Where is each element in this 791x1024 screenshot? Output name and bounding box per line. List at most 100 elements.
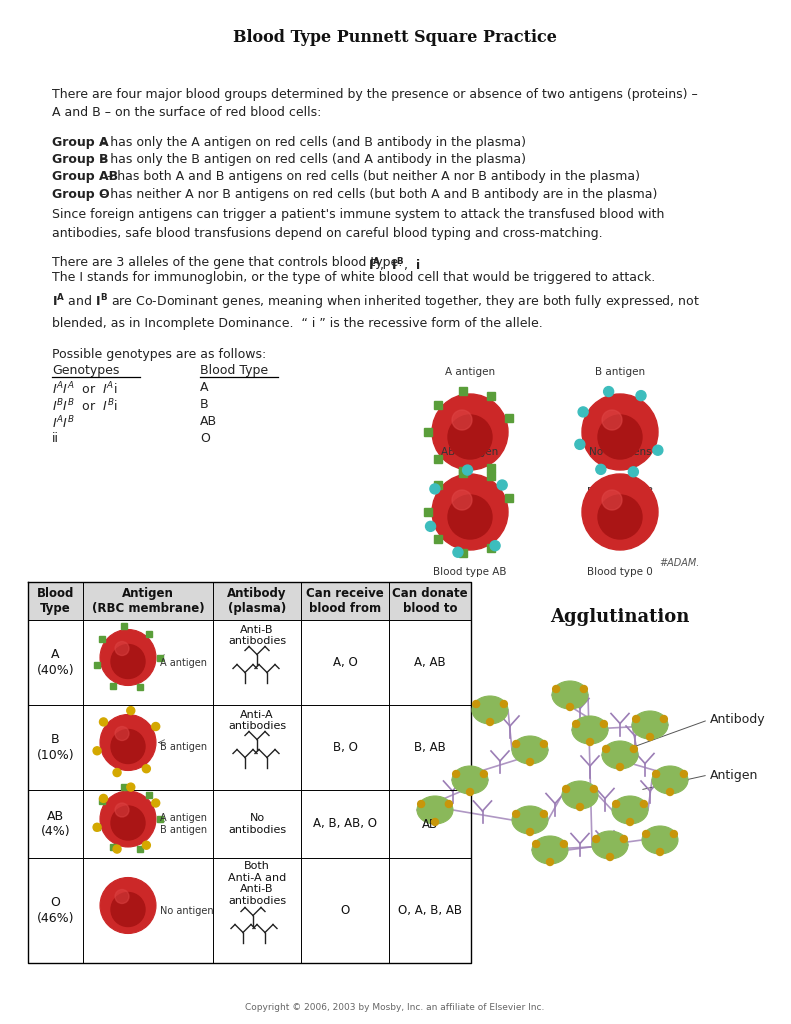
Text: – has only the A antigen on red cells (and B antibody in the plasma): – has only the A antigen on red cells (a… [97,136,527,150]
Circle shape [467,788,474,796]
Text: Blood Type: Blood Type [200,364,268,377]
Circle shape [111,729,145,764]
Circle shape [575,439,585,450]
Bar [505,494,513,502]
Circle shape [560,841,567,848]
Bar [433,401,442,409]
Circle shape [566,703,573,711]
Text: A, B, AB, O: A, B, AB, O [313,817,377,830]
Bar [424,508,432,516]
Circle shape [115,890,129,903]
Ellipse shape [632,711,668,739]
Circle shape [653,445,663,456]
Text: Since foreign antigens can trigger a patient's immune system to attack the trans: Since foreign antigens can trigger a pat… [52,208,664,240]
Text: Anti-B
antibodies: Anti-B antibodies [228,625,286,646]
Bar [487,391,495,399]
Circle shape [590,785,597,793]
Text: B: B [200,398,209,411]
Circle shape [582,474,658,550]
Circle shape [540,811,547,817]
Circle shape [432,474,508,550]
Ellipse shape [652,766,688,794]
Bar [505,414,513,422]
Circle shape [115,803,129,817]
Circle shape [452,410,472,430]
Bar [459,467,467,475]
Bar [433,455,442,463]
Circle shape [115,641,129,655]
Bar [94,663,100,669]
Bar [111,683,116,689]
Ellipse shape [612,796,648,824]
Text: $\mathbf{I}^{\mathbf{A}}$ and $\mathbf{I}^{\mathbf{B}}$ are Co-Dominant genes, m: $\mathbf{I}^{\mathbf{A}}$ and $\mathbf{I… [52,292,700,330]
Text: B antigen: B antigen [595,367,645,377]
Circle shape [613,801,619,808]
Text: A: A [200,381,209,394]
Circle shape [641,801,647,808]
Text: No
antibodies: No antibodies [228,813,286,836]
Circle shape [602,410,622,430]
Circle shape [432,394,508,470]
Circle shape [453,547,463,557]
Text: Copyright © 2006, 2003 by Mosby, Inc. an affiliate of Elsevier Inc.: Copyright © 2006, 2003 by Mosby, Inc. an… [245,1002,545,1012]
Bar [487,464,495,472]
Text: O: O [340,904,350,918]
Circle shape [532,841,539,848]
Circle shape [607,853,614,860]
Circle shape [547,858,554,865]
Text: B antigen: B antigen [160,742,207,753]
Circle shape [616,764,623,770]
Circle shape [111,893,145,927]
Circle shape [152,723,160,730]
Text: Group AB: Group AB [52,170,118,183]
Text: Both
Anti-A and
Anti-B
antibodies: Both Anti-A and Anti-B antibodies [228,861,286,906]
Circle shape [111,644,145,679]
Bar [28,582,471,620]
Circle shape [540,740,547,748]
Circle shape [660,716,668,723]
Text: B, O: B, O [332,741,358,754]
Circle shape [604,387,614,396]
Bar [99,637,104,642]
Ellipse shape [472,696,508,724]
Text: Group A: Group A [52,136,108,150]
Circle shape [127,783,134,792]
Circle shape [603,745,610,753]
Text: Antibody
(plasma): Antibody (plasma) [227,587,287,615]
Text: AB: AB [200,415,217,428]
Text: O
(46%): O (46%) [36,896,74,925]
Circle shape [562,785,570,793]
Circle shape [473,700,479,708]
Bar [424,428,432,436]
Circle shape [513,811,520,817]
Circle shape [430,484,440,494]
Text: O, A, B, AB: O, A, B, AB [398,904,462,918]
Circle shape [527,828,533,836]
Circle shape [100,630,156,685]
Circle shape [582,394,658,470]
Ellipse shape [572,716,608,744]
Circle shape [100,718,108,726]
Text: $I^A I^B$: $I^A I^B$ [52,415,75,431]
Circle shape [636,390,646,400]
Text: #ADAM.: #ADAM. [660,558,700,568]
Circle shape [600,721,607,727]
Circle shape [452,490,472,510]
Bar [433,535,442,543]
Text: – has only the B antigen on red cells (and A antibody in the plasma): – has only the B antigen on red cells (a… [97,153,527,166]
Text: Group B: Group B [52,153,108,166]
Circle shape [100,878,156,934]
Ellipse shape [512,736,548,764]
Text: Anti-A
antibodies: Anti-A antibodies [228,710,286,731]
Text: $I^A I^A$  or  $I^A$i: $I^A I^A$ or $I^A$i [52,381,118,397]
Circle shape [680,770,687,777]
Text: The I stands for immunoglobin, or the type of white blood cell that would be tri: The I stands for immunoglobin, or the ty… [52,271,655,284]
Bar [433,481,442,489]
Text: There are 3 alleles of the gene that controls blood type:: There are 3 alleles of the gene that con… [52,256,411,269]
Circle shape [100,791,156,847]
Circle shape [653,770,660,777]
Circle shape [620,836,627,843]
Circle shape [418,801,425,808]
Text: B
(10%): B (10%) [36,733,74,762]
Circle shape [628,467,638,477]
